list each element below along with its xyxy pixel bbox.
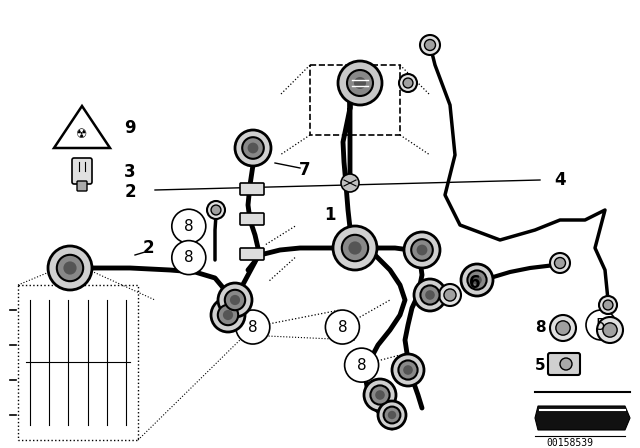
Polygon shape: [535, 406, 630, 430]
Circle shape: [344, 348, 379, 382]
Text: 2: 2: [124, 183, 136, 201]
Circle shape: [586, 310, 616, 340]
Text: 1: 1: [324, 206, 336, 224]
Text: 8: 8: [184, 250, 194, 265]
Text: 5: 5: [596, 318, 606, 332]
Circle shape: [230, 295, 240, 305]
Circle shape: [439, 284, 461, 306]
Circle shape: [554, 258, 566, 268]
Circle shape: [354, 77, 366, 89]
Bar: [18, 285, 138, 440]
Circle shape: [424, 39, 435, 51]
Circle shape: [378, 401, 406, 429]
Circle shape: [207, 201, 225, 219]
Text: 7: 7: [299, 161, 311, 179]
Circle shape: [403, 365, 413, 375]
Circle shape: [398, 360, 418, 379]
Circle shape: [412, 239, 433, 261]
Circle shape: [248, 142, 259, 153]
Circle shape: [223, 310, 233, 320]
Text: 9: 9: [124, 119, 136, 137]
Circle shape: [211, 298, 245, 332]
FancyBboxPatch shape: [240, 183, 264, 195]
Text: 8: 8: [184, 219, 194, 234]
Circle shape: [599, 296, 617, 314]
Circle shape: [364, 379, 396, 411]
Circle shape: [550, 253, 570, 273]
Circle shape: [242, 137, 264, 159]
Circle shape: [371, 385, 390, 405]
Circle shape: [375, 390, 385, 400]
Circle shape: [550, 315, 576, 341]
FancyBboxPatch shape: [240, 248, 264, 260]
Circle shape: [472, 275, 482, 285]
Circle shape: [236, 310, 270, 344]
Circle shape: [603, 323, 617, 337]
Circle shape: [341, 174, 359, 192]
Text: 8: 8: [534, 320, 545, 336]
Text: 8: 8: [356, 358, 367, 373]
Circle shape: [603, 300, 613, 310]
FancyBboxPatch shape: [548, 353, 580, 375]
Circle shape: [461, 264, 493, 296]
Circle shape: [420, 35, 440, 55]
Circle shape: [388, 411, 396, 419]
Circle shape: [63, 261, 77, 275]
Circle shape: [425, 290, 435, 300]
Circle shape: [218, 283, 252, 317]
Circle shape: [225, 290, 245, 310]
Circle shape: [560, 358, 572, 370]
Text: 5: 5: [534, 358, 545, 372]
Circle shape: [467, 271, 486, 289]
Circle shape: [347, 70, 373, 96]
Circle shape: [403, 78, 413, 88]
Circle shape: [211, 205, 221, 215]
Circle shape: [392, 354, 424, 386]
Circle shape: [417, 245, 428, 255]
Circle shape: [420, 285, 440, 305]
Circle shape: [597, 317, 623, 343]
Circle shape: [172, 209, 206, 243]
Circle shape: [333, 226, 377, 270]
Circle shape: [57, 255, 83, 281]
Text: ☢: ☢: [76, 128, 88, 141]
Circle shape: [444, 289, 456, 301]
Circle shape: [172, 241, 206, 275]
FancyBboxPatch shape: [72, 158, 92, 184]
Circle shape: [342, 235, 368, 261]
Bar: [310, 65, 400, 135]
Circle shape: [399, 74, 417, 92]
Circle shape: [404, 232, 440, 268]
Circle shape: [383, 407, 401, 423]
FancyBboxPatch shape: [240, 213, 264, 225]
Text: 3: 3: [124, 163, 136, 181]
Text: 00158539: 00158539: [547, 438, 593, 448]
Text: 4: 4: [554, 171, 566, 189]
FancyBboxPatch shape: [77, 181, 87, 191]
Circle shape: [235, 130, 271, 166]
Text: 8: 8: [337, 319, 348, 335]
Circle shape: [338, 61, 382, 105]
Circle shape: [48, 246, 92, 290]
Text: 8: 8: [248, 319, 258, 335]
Circle shape: [556, 321, 570, 335]
Circle shape: [218, 305, 238, 325]
Circle shape: [414, 279, 446, 311]
Text: 6: 6: [469, 274, 481, 292]
Circle shape: [348, 241, 362, 254]
Text: 2: 2: [142, 239, 154, 257]
Circle shape: [325, 310, 360, 344]
